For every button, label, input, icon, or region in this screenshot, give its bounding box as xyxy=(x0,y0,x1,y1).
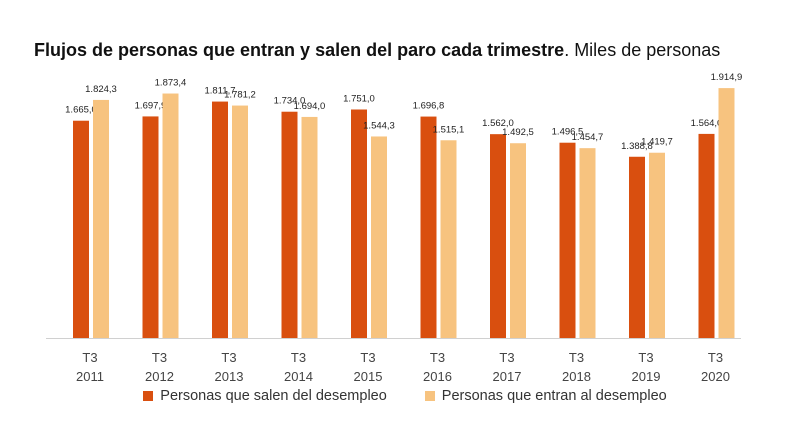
tick-label-year-2011: 2011 xyxy=(76,369,104,384)
bar-entran-2015 xyxy=(371,136,387,338)
data-label-salen-2017: 1.562,0 xyxy=(482,118,514,129)
bar-salen-2015 xyxy=(351,109,367,338)
legend-swatch-entran xyxy=(424,391,435,401)
bar-salen-2019 xyxy=(629,156,645,338)
bar-salen-2011 xyxy=(73,120,89,338)
bar-entran-2012 xyxy=(162,93,179,338)
bar-salen-2012 xyxy=(142,116,159,339)
tick-label-quarter-2014: T3 xyxy=(291,350,306,365)
tick-label-quarter-2019: T3 xyxy=(638,350,653,365)
data-label-entran-2014: 1.694,0 xyxy=(294,101,326,112)
data-label-salen-2019: 1.388,8 xyxy=(621,141,653,152)
tick-label-quarter-2020: T3 xyxy=(708,350,723,365)
tick-label-year-2016: 2016 xyxy=(423,369,452,384)
bar-salen-2020 xyxy=(698,133,715,338)
legend-label-salen: Personas que salen del desempleo xyxy=(160,388,387,404)
data-label-entran-2020: 1.914,9 xyxy=(711,72,743,83)
chart-title-units: . Miles de personas xyxy=(564,40,721,60)
data-label-entran-2012: 1.873,4 xyxy=(155,78,187,89)
legend-swatch-salen xyxy=(143,391,154,401)
data-label-entran-2017: 1.492,5 xyxy=(502,127,534,138)
data-label-salen-2012: 1.697,9 xyxy=(135,100,167,111)
bar-salen-2017 xyxy=(490,134,506,338)
tick-label-year-2020: 2020 xyxy=(701,369,730,384)
bar-entran-2019 xyxy=(649,152,665,338)
data-label-salen-2015: 1.751,0 xyxy=(343,93,375,104)
tick-label-year-2014: 2014 xyxy=(284,369,313,384)
bar-entran-2011 xyxy=(93,99,109,338)
data-label-salen-2014: 1.734,0 xyxy=(274,96,306,107)
bar-entran-2020 xyxy=(718,88,735,338)
tick-label-year-2012: 2012 xyxy=(145,369,174,384)
bar-entran-2013 xyxy=(232,105,248,338)
data-label-entran-2013: 1.781,2 xyxy=(224,90,256,101)
bar-entran-2014 xyxy=(301,116,318,338)
tick-label-quarter-2015: T3 xyxy=(360,350,375,365)
data-label-entran-2015: 1.544,3 xyxy=(363,120,395,131)
bar-entran-2017 xyxy=(510,143,526,338)
tick-label-quarter-2013: T3 xyxy=(221,350,236,365)
data-label-entran-2019: 1.419,7 xyxy=(641,137,673,148)
bar-entran-2018 xyxy=(579,148,596,338)
data-label-salen-2020: 1.564,0 xyxy=(691,118,723,129)
data-label-salen-2011: 1.665,0 xyxy=(65,105,97,116)
tick-label-quarter-2012: T3 xyxy=(152,350,167,365)
tick-label-quarter-2016: T3 xyxy=(430,350,445,365)
legend-item-entran: Personas que entran al desempleo xyxy=(424,388,667,404)
bar-entran-2016 xyxy=(440,140,457,338)
legend-label-entran: Personas que entran al desempleo xyxy=(441,388,667,404)
data-label-salen-2013: 1.811,7 xyxy=(205,86,236,97)
data-label-entran-2016: 1.515,1 xyxy=(433,124,465,135)
tick-label-quarter-2011: T3 xyxy=(82,350,97,365)
data-label-entran-2018: 1.454,7 xyxy=(572,132,604,143)
data-label-salen-2016: 1.696,8 xyxy=(413,101,445,112)
data-label-salen-2018: 1.496,5 xyxy=(552,127,584,138)
bar-salen-2018 xyxy=(559,142,576,338)
tick-label-quarter-2018: T3 xyxy=(569,350,584,365)
legend: Personas que salen del desempleo Persona… xyxy=(0,388,810,404)
tick-label-year-2017: 2017 xyxy=(493,369,522,384)
tick-label-year-2013: 2013 xyxy=(215,369,244,384)
bar-salen-2016 xyxy=(420,116,437,338)
chart-title: Flujos de personas que entran y salen de… xyxy=(34,40,720,61)
tick-label-quarter-2017: T3 xyxy=(499,350,514,365)
tick-label-year-2019: 2019 xyxy=(632,369,661,384)
bar-salen-2014 xyxy=(281,111,298,338)
chart-title-bold: Flujos de personas que entran y salen de… xyxy=(34,40,565,60)
data-label-entran-2011: 1.824,3 xyxy=(85,84,117,95)
tick-label-year-2015: 2015 xyxy=(354,369,383,384)
tick-label-year-2018: 2018 xyxy=(562,369,591,384)
bar-salen-2013 xyxy=(212,101,228,338)
legend-item-salen: Personas que salen del desempleo xyxy=(143,388,387,404)
